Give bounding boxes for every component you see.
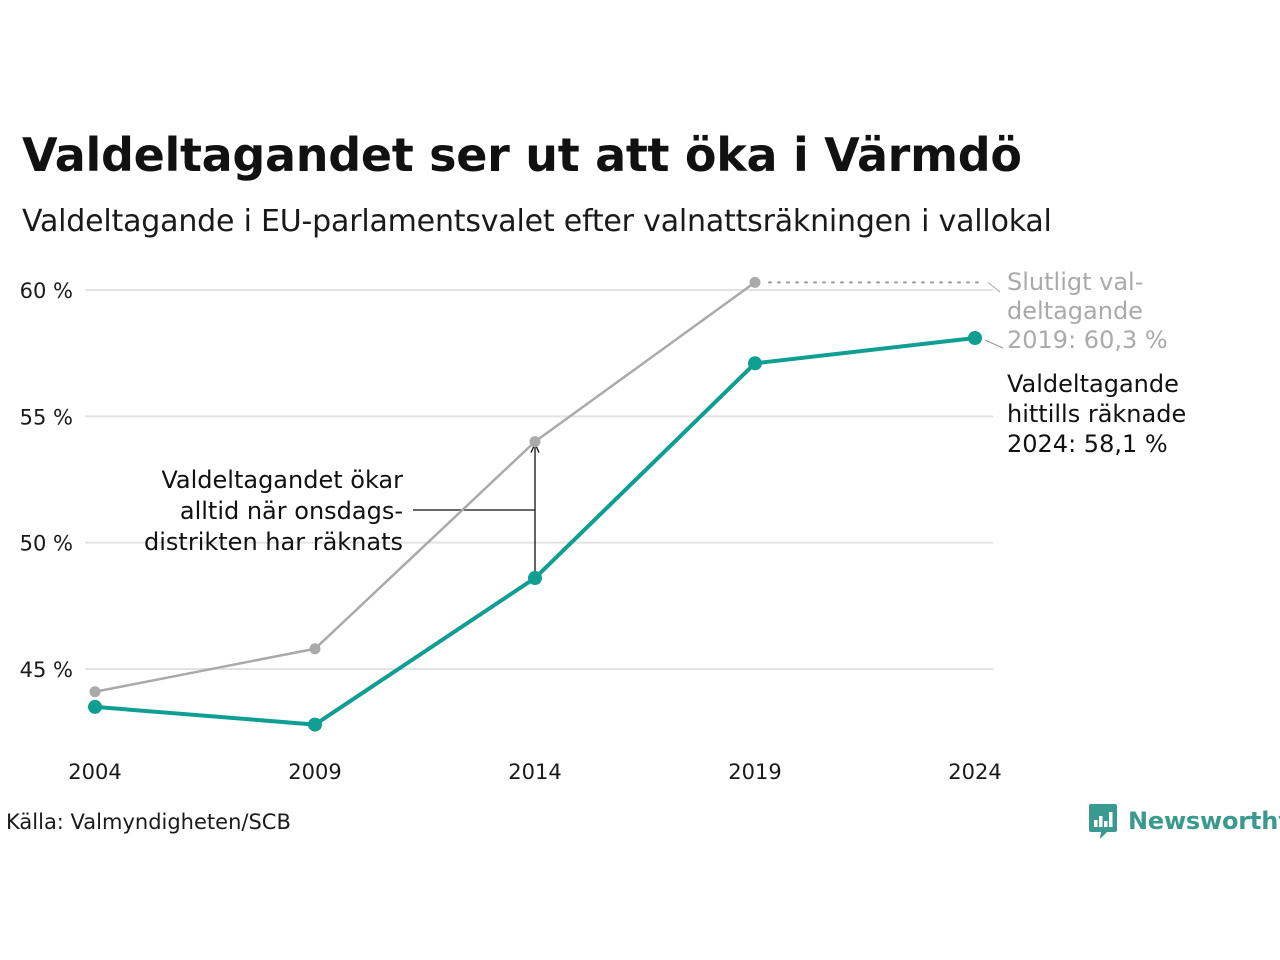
point-final-2014[interactable] xyxy=(529,436,541,448)
line-chart: 45 % 50 % 55 % 60 % 2004 2009 2014 2019 2024 Sl… xyxy=(20,268,1187,784)
point-final-2019[interactable] xyxy=(749,276,761,288)
x-axis-tick-labels: 2004 2009 2014 2019 2024 xyxy=(68,760,1001,784)
point-counted-2004[interactable] xyxy=(88,699,102,714)
x-tick-label-2019: 2019 xyxy=(728,760,781,784)
chart-subtitle: Valdeltagande i EU-parlamentsvalet efter… xyxy=(22,204,1052,239)
point-counted-2024[interactable] xyxy=(968,331,982,346)
y-tick-label-55: 55 % xyxy=(20,405,73,429)
annotation-line: Slutligt val- xyxy=(1007,268,1143,296)
annotation-line: Valdeltagandet ökar xyxy=(161,466,403,494)
annotation-labels: Slutligt val-deltagande 2019: 60,3 % Valde… xyxy=(144,268,1186,556)
annotation-line: deltagande xyxy=(1007,297,1143,325)
x-tick-label-2014: 2014 xyxy=(508,760,561,784)
point-counted-2019[interactable] xyxy=(748,356,762,371)
point-counted-2009[interactable] xyxy=(308,717,322,732)
annotation-counted-label: Valdeltagande hittills räknade 2024: 58,1 … xyxy=(1007,370,1186,458)
y-tick-label-45: 45 % xyxy=(20,658,73,682)
y-tick-label-50: 50 % xyxy=(20,532,73,556)
y-axis-tick-labels: 45 % 50 % 55 % 60 % xyxy=(20,279,73,682)
point-final-2004[interactable] xyxy=(89,686,101,698)
x-tick-label-2024: 2024 xyxy=(948,760,1001,784)
gridlines xyxy=(85,289,993,670)
annotation-line: 2024: 58,1 % xyxy=(1007,430,1168,458)
series-line-final xyxy=(93,281,757,693)
brand-name: Newsworthy xyxy=(1128,807,1280,835)
point-final-2009[interactable] xyxy=(309,643,321,655)
chart-title: Valdeltagandet ser ut att öka i Värmdö xyxy=(22,128,1022,182)
counted-label-connector xyxy=(984,339,1004,349)
annotation-gap-label: Valdeltagandet ökar alltid när onsdags-di… xyxy=(144,466,403,556)
newsworthy-logo-icon xyxy=(1089,804,1117,839)
x-tick-label-2004: 2004 xyxy=(68,760,121,784)
series-points xyxy=(88,276,982,732)
final-label-connector xyxy=(987,281,1001,293)
source-note: Källa: Valmyndigheten/SCB xyxy=(6,810,291,834)
annotation-line: alltid när onsdags- xyxy=(180,497,403,525)
annotation-connectors xyxy=(413,281,1004,577)
x-tick-label-2009: 2009 xyxy=(288,760,341,784)
annotation-line: hittills räknade xyxy=(1007,400,1186,428)
annotation-line: Valdeltagande xyxy=(1007,370,1179,398)
brand-logo[interactable]: Newsworthy xyxy=(1088,802,1280,840)
annotation-line: distrikten har räknats xyxy=(144,528,403,556)
annotation-line: 2019: 60,3 % xyxy=(1007,326,1168,354)
point-counted-2014[interactable] xyxy=(528,571,542,586)
annotation-final-label: Slutligt val-deltagande 2019: 60,3 % xyxy=(1007,268,1168,354)
y-tick-label-60: 60 % xyxy=(20,279,73,303)
